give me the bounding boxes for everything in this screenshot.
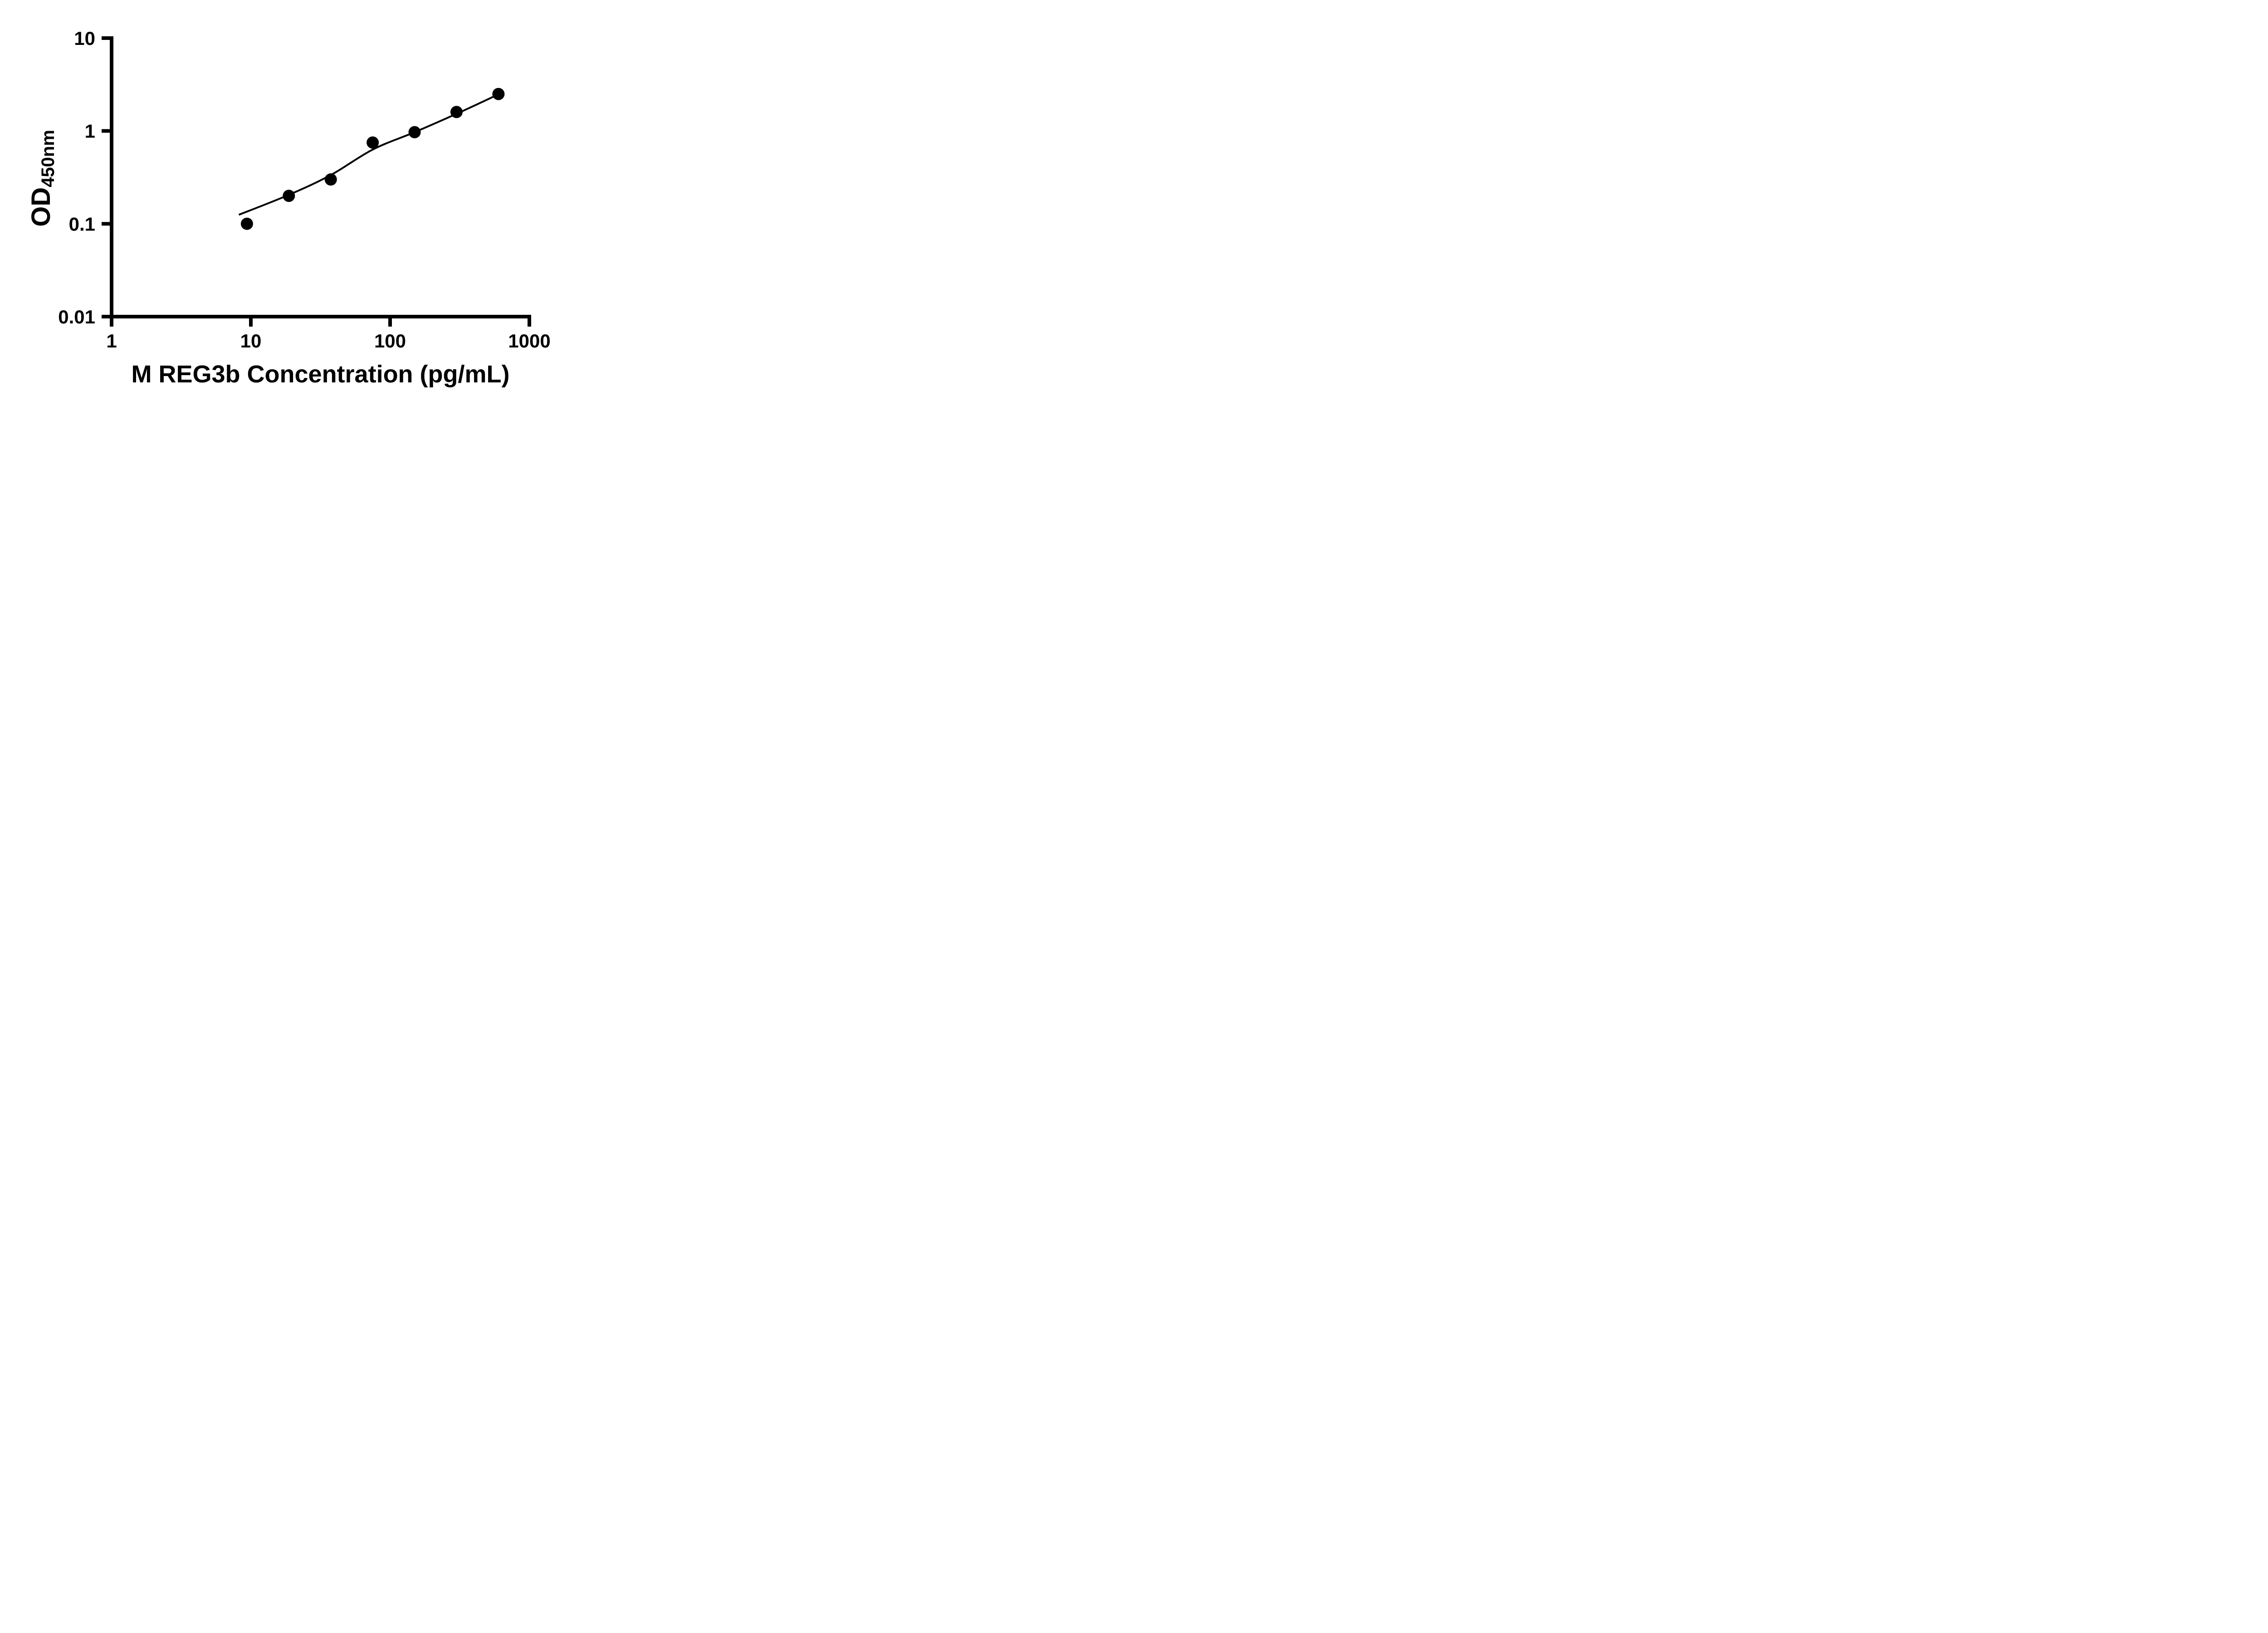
x-tick-label: 10 [240, 330, 262, 352]
y-axis-title: OD450nm [26, 116, 58, 241]
data-point [283, 190, 295, 202]
y-tick-label: 10 [74, 28, 95, 49]
x-axis-title: M REG3b Concentration (pg/mL) [131, 361, 510, 388]
x-tick-label: 100 [374, 330, 406, 352]
data-point [492, 88, 505, 100]
data-point [240, 217, 253, 230]
chart-canvas: 1 10 100 1000 0.01 0.1 1 10 M REG3b Concentrati… [0, 0, 583, 408]
data-point [450, 106, 463, 118]
y-tick-label: 0.1 [69, 213, 95, 235]
x-tick-label: 1 [106, 330, 117, 352]
y-axis-title-main: OD [26, 187, 56, 227]
data-point [408, 126, 421, 138]
x-tick-label: 1000 [508, 330, 550, 352]
data-point [367, 136, 379, 149]
chart-svg: 1 10 100 1000 0.01 0.1 1 10 [58, 28, 550, 352]
y-tick-label: 1 [85, 121, 95, 142]
data-point [324, 173, 337, 186]
y-axis-title-subscript: 450nm [38, 130, 58, 187]
axes-frame [110, 36, 531, 318]
y-tick-label: 0.01 [58, 306, 95, 328]
